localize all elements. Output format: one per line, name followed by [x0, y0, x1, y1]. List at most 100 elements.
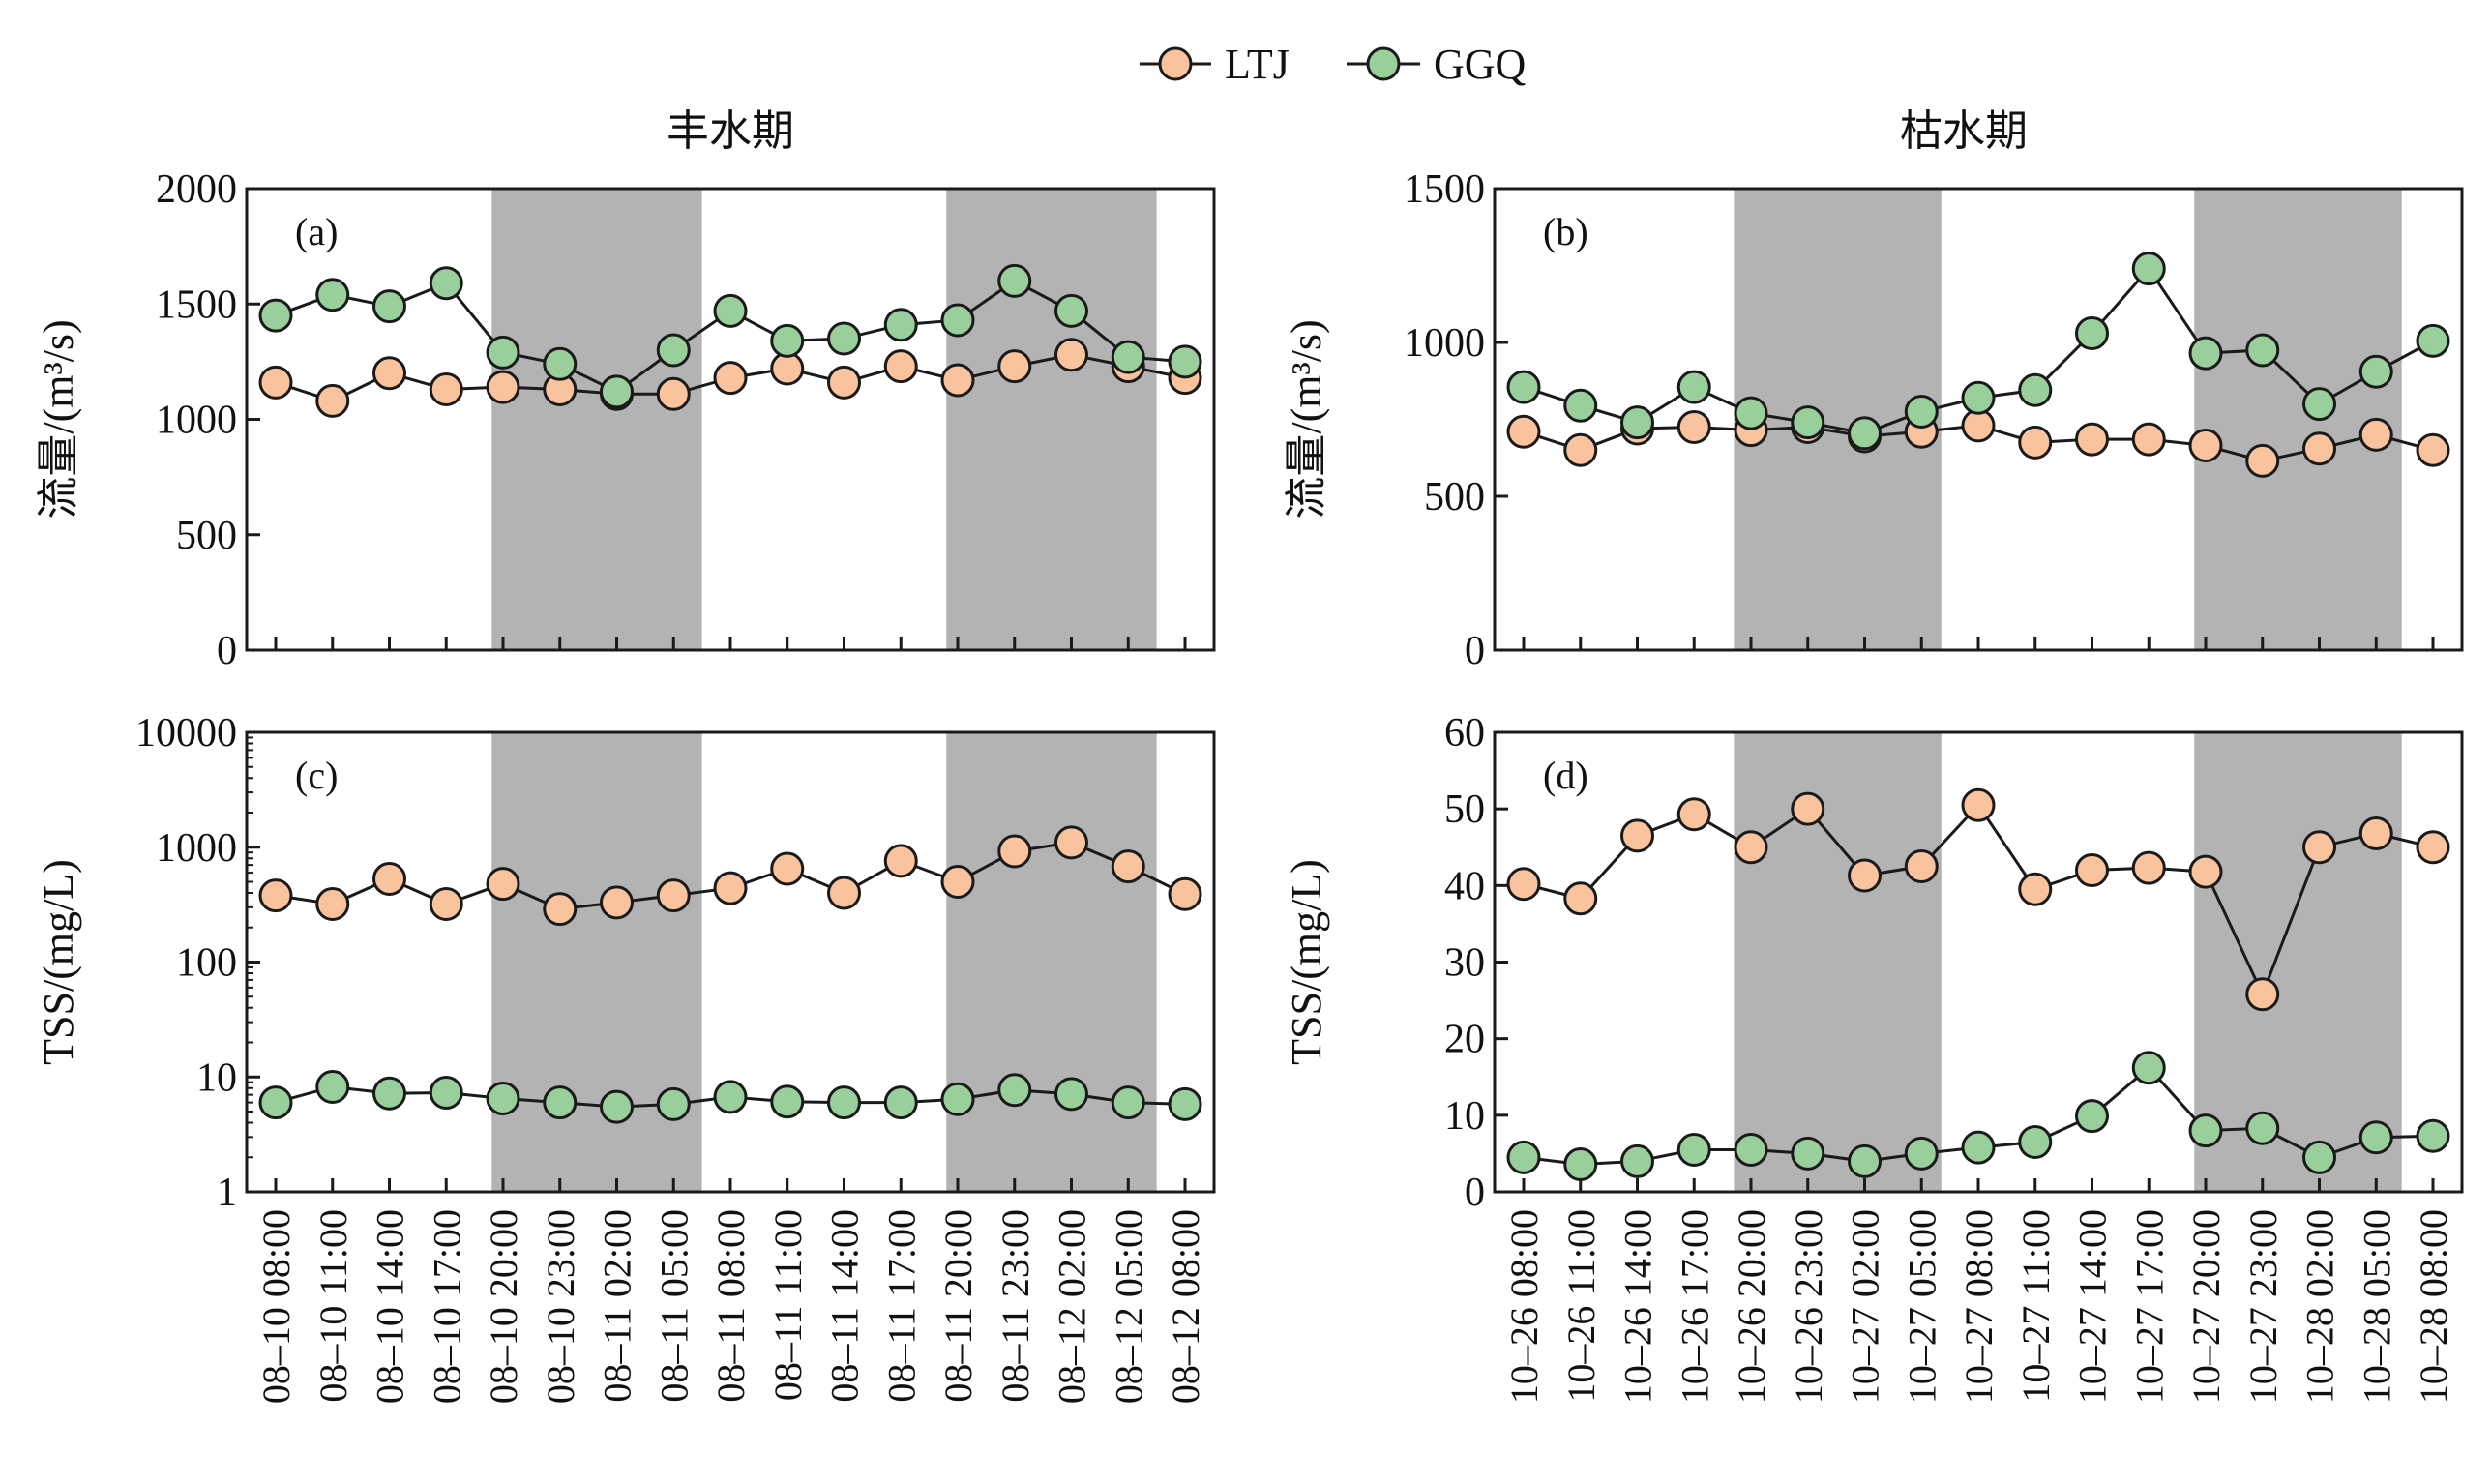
y-tick-label: 50 [1444, 787, 1485, 832]
data-point-LTJ [258, 365, 293, 400]
x-tick-label: 10–27 02:00 [1844, 1209, 1887, 1404]
panel-label: (b) [1543, 210, 1588, 253]
x-tick-label: 10–27 17:00 [2127, 1209, 2171, 1404]
x-tick-label: 08–11 02:00 [596, 1209, 639, 1403]
x-tick-label: 10–27 08:00 [1957, 1209, 2001, 1404]
data-point-GGQ [827, 321, 861, 356]
x-tick-label: 10–27 14:00 [2071, 1209, 2115, 1404]
y-tick-label: 30 [1444, 941, 1485, 986]
data-point-LTJ [1620, 818, 1654, 853]
data-point-LTJ [1111, 849, 1145, 884]
y-axis-label: TSS/(mg/L) [1283, 859, 1330, 1065]
y-tick-label: 0 [1465, 629, 1485, 673]
y-tick-label: 10 [1444, 1094, 1485, 1139]
x-tick-label: 08–11 08:00 [709, 1209, 753, 1403]
data-point-GGQ [1111, 340, 1145, 374]
data-point-GGQ [2416, 1118, 2450, 1153]
shade-band [491, 189, 702, 650]
data-point-LTJ [543, 892, 578, 927]
data-point-LTJ [713, 871, 748, 905]
x-tick-label: 10–27 05:00 [1900, 1209, 1943, 1404]
panel-c: 1 10 100 1000 10000 08–10 08:00 08–10 11:00 08–… [35, 711, 1216, 1404]
y-tick-label: 0 [217, 629, 237, 673]
x-tick-label: 10–27 11:00 [2014, 1209, 2058, 1403]
legend: LTJ GGQ [1140, 41, 1527, 88]
data-point-LTJ [997, 349, 1032, 384]
shade-band [491, 732, 702, 1192]
y-tick-label: 1500 [1404, 167, 1485, 212]
data-point-LTJ [2188, 429, 2223, 463]
x-tick-label: 10–27 20:00 [2184, 1209, 2228, 1404]
x-tick-label: 10–27 23:00 [2241, 1209, 2285, 1404]
y-tick-label: 1 [217, 1171, 237, 1215]
y-tick-label: 2000 [156, 167, 237, 212]
data-point-GGQ [429, 266, 463, 301]
y-tick-label: 20 [1444, 1018, 1485, 1062]
legend-LTJ-marker [1158, 46, 1193, 81]
data-point-LTJ [2075, 422, 2109, 457]
x-tick-label: 10–26 08:00 [1502, 1209, 1546, 1404]
data-point-LTJ [1904, 849, 1939, 884]
x-tick-label: 08–12 05:00 [1107, 1209, 1150, 1404]
data-point-LTJ [429, 371, 463, 406]
data-point-GGQ [315, 1069, 350, 1104]
data-point-LTJ [2018, 872, 2053, 906]
y-tick-label: 0 [1465, 1171, 1485, 1215]
panel-a: 0 500 1000 1500 2000 流量/(m³/s) (a) [35, 167, 1216, 673]
data-point-LTJ [372, 356, 406, 391]
x-tick-label: 08–11 20:00 [936, 1209, 980, 1403]
data-point-GGQ [258, 1085, 293, 1120]
y-tick-label: 100 [176, 941, 237, 986]
data-point-LTJ [827, 365, 861, 400]
data-point-LTJ [2075, 853, 2109, 887]
data-point-LTJ [2131, 422, 2166, 457]
data-point-GGQ [2075, 315, 2109, 350]
data-point-GGQ [2358, 1120, 2393, 1155]
data-point-GGQ [1620, 1143, 1654, 1178]
data-point-LTJ [1676, 797, 1711, 832]
data-point-GGQ [940, 303, 975, 338]
data-point-LTJ [770, 851, 805, 886]
data-point-GGQ [1676, 1132, 1711, 1167]
data-point-GGQ [2358, 354, 2393, 389]
data-point-LTJ [2018, 425, 2053, 460]
data-point-GGQ [883, 308, 918, 342]
panel-b: 0 500 1000 1500 流量/(m³/s) (b) [1283, 167, 2464, 673]
data-point-LTJ [656, 878, 691, 913]
data-point-GGQ [997, 263, 1032, 298]
data-point-LTJ [1054, 338, 1088, 372]
x-tick-label: 08–10 17:00 [425, 1209, 468, 1404]
x-tick-label: 08–12 08:00 [1164, 1209, 1207, 1404]
data-point-GGQ [486, 1081, 520, 1115]
y-tick-label: 60 [1444, 711, 1485, 756]
data-point-GGQ [1054, 293, 1088, 328]
data-point-GGQ [1904, 1136, 1939, 1171]
legend-GGQ-marker [1366, 46, 1401, 81]
data-point-GGQ [1506, 1140, 1541, 1174]
x-tick-label: 08–11 23:00 [994, 1209, 1037, 1403]
x-tick-label: 08–11 05:00 [652, 1209, 696, 1403]
data-point-GGQ [1904, 395, 1939, 430]
data-point-GGQ [2302, 387, 2336, 422]
data-point-LTJ [1734, 830, 1768, 865]
data-point-LTJ [2358, 816, 2393, 850]
data-point-GGQ [1563, 1147, 1598, 1181]
data-point-GGQ [1676, 370, 1711, 404]
data-point-GGQ [1734, 396, 1768, 430]
data-point-GGQ [940, 1082, 975, 1116]
data-point-LTJ [2245, 977, 2280, 1012]
data-point-LTJ [315, 383, 350, 418]
data-point-LTJ [372, 861, 406, 896]
y-tick-label: 1500 [156, 282, 237, 327]
data-point-GGQ [1961, 380, 1996, 415]
data-point-GGQ [1791, 405, 1825, 440]
shade-band [946, 189, 1157, 650]
data-point-LTJ [1791, 791, 1825, 826]
data-point-GGQ [883, 1085, 918, 1120]
data-point-GGQ [997, 1073, 1032, 1108]
data-point-LTJ [315, 887, 350, 922]
data-point-GGQ [429, 1075, 463, 1110]
x-tick-label: 08–10 08:00 [254, 1209, 298, 1404]
x-tick-label: 10–26 23:00 [1787, 1209, 1830, 1404]
x-tick-label: 10–26 17:00 [1673, 1209, 1716, 1404]
